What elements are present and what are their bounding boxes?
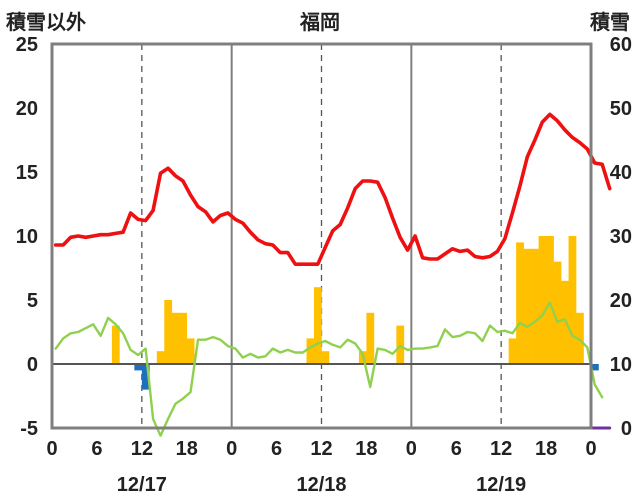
right-y-tick-label: 10 [610, 354, 632, 376]
precipitation-bar [538, 236, 547, 364]
left-y-tick-label: 5 [27, 290, 38, 312]
precipitation-bar [516, 242, 524, 364]
precipitation-bar [314, 287, 322, 364]
precipitation-bar [171, 312, 180, 364]
right-y-tick-label: 50 [610, 98, 632, 120]
left-y-tick-label: 20 [16, 98, 38, 120]
x-hour-tick-label: 18 [535, 438, 557, 460]
chart-title: 福岡 [300, 12, 340, 34]
x-hour-tick-label: 18 [355, 438, 377, 460]
precipitation-bars [111, 236, 584, 364]
precipitation-bar [156, 351, 165, 364]
left-y-tick-label: 15 [16, 162, 38, 184]
x-hour-tick-label: 18 [176, 438, 198, 460]
right-y-tick-label: 60 [610, 34, 632, 56]
precipitation-bar [553, 261, 562, 364]
left-y-tick-label: -5 [20, 418, 38, 440]
plot-frame [50, 42, 593, 430]
gridlines [141, 44, 502, 428]
left-y-tick-label: 10 [16, 226, 38, 248]
precipitation-bar [164, 300, 173, 364]
right-axis-title: 積雪 [590, 12, 630, 34]
precipitation-bar [546, 236, 554, 364]
x-hour-tick-label: 6 [451, 438, 462, 460]
temperature-line [53, 112, 612, 267]
precipitation-bar [111, 325, 120, 364]
x-hour-tick-label: 0 [46, 438, 57, 460]
temp-change-bar [134, 364, 143, 371]
right-y-tick-label: 20 [610, 290, 632, 312]
x-hour-tick-label: 0 [406, 438, 417, 460]
left-y-tick-label: 0 [27, 354, 38, 376]
right-y-tick-label: 30 [610, 226, 632, 248]
temp-change-bar [591, 364, 599, 371]
temp-change-bars [134, 364, 599, 390]
x-hour-tick-label: 12 [131, 438, 153, 460]
precipitation-bar [179, 312, 188, 364]
wind-line [54, 301, 604, 437]
precipitation-bar [508, 338, 517, 364]
x-hour-tick-label: 0 [226, 438, 237, 460]
plot-border [50, 42, 593, 430]
x-hour-tick-label: 6 [271, 438, 282, 460]
temp-change-bar [141, 364, 150, 390]
date-label: 12/18 [296, 474, 346, 496]
precipitation-bar [568, 236, 577, 364]
precipitation-bar [186, 338, 195, 364]
date-label: 12/19 [476, 474, 526, 496]
right-y-tick-label: 40 [610, 162, 632, 184]
x-hour-tick-label: 12 [310, 438, 332, 460]
precipitation-bar [366, 312, 375, 364]
date-label: 12/17 [117, 474, 167, 496]
precipitation-bar [531, 248, 539, 364]
x-hour-tick-label: 12 [490, 438, 512, 460]
precipitation-bar [321, 351, 330, 364]
left-y-tick-label: 25 [16, 34, 38, 56]
x-hour-tick-label: 0 [585, 438, 596, 460]
precipitation-bar [396, 325, 405, 364]
right-y-tick-label: 0 [621, 418, 632, 440]
precipitation-bar [306, 338, 315, 364]
precipitation-bar [523, 248, 532, 364]
x-hour-tick-label: 6 [91, 438, 102, 460]
precipitation-bar [576, 312, 584, 364]
left-axis-title: 積雪以外 [6, 12, 86, 34]
